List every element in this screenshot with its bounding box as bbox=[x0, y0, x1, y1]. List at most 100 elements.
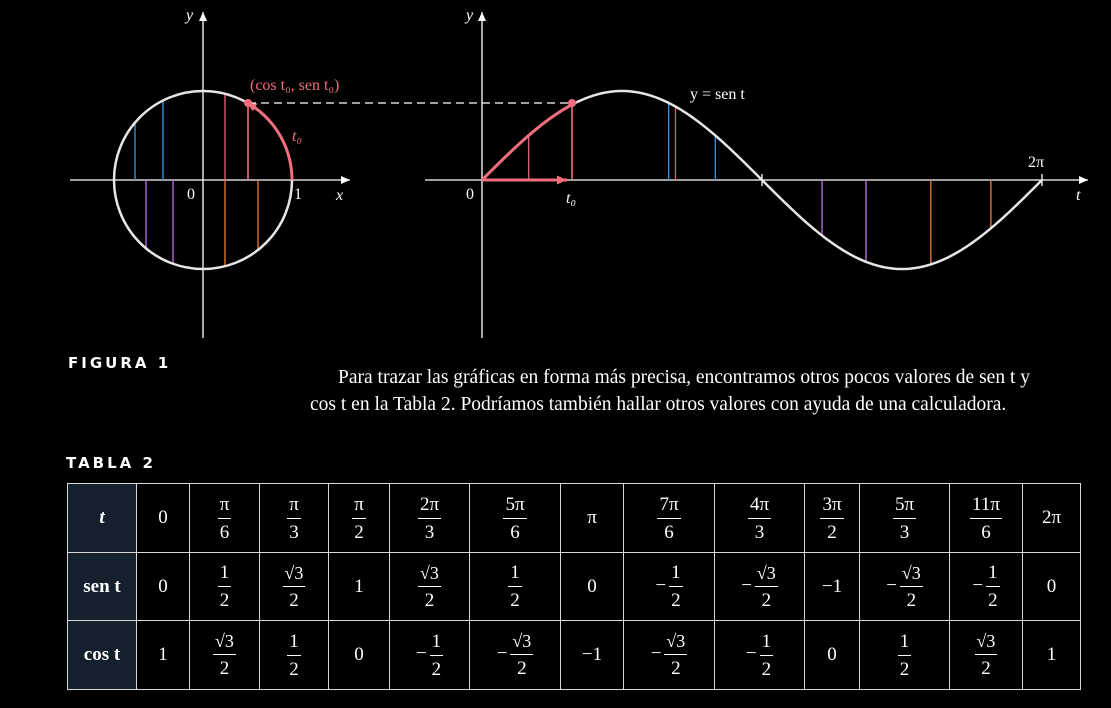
minus-sign: − bbox=[886, 574, 897, 596]
value: 0 bbox=[158, 507, 168, 528]
denominator: 3 bbox=[424, 521, 435, 543]
value: 1 bbox=[1046, 644, 1057, 665]
minus-sign: − bbox=[745, 643, 757, 665]
denominator: 3 bbox=[289, 521, 299, 543]
graph-t-label: t bbox=[1076, 187, 1081, 204]
numerator: √3 bbox=[754, 564, 778, 587]
numerator: 1 bbox=[669, 563, 683, 587]
numerator: 5π bbox=[892, 495, 917, 519]
two-pi-label: 2π bbox=[1028, 154, 1044, 171]
cell-t-10: 5π 3 bbox=[859, 483, 950, 553]
figure-1: y x 0 1 (cos t₀, sen t₀) t₀ y t 0 t₀ 2π … bbox=[70, 7, 1088, 338]
numerator: 1 bbox=[287, 632, 301, 656]
denominator: 2 bbox=[219, 590, 230, 611]
fraction: √3 2 bbox=[213, 632, 236, 678]
numerator: √3 bbox=[899, 564, 923, 587]
numerator: √3 bbox=[282, 564, 306, 587]
fraction: √3 2 bbox=[664, 632, 688, 678]
numerator: 1 bbox=[986, 563, 1000, 587]
denominator: 2 bbox=[827, 521, 837, 543]
numerator: √3 bbox=[418, 564, 441, 587]
sine-highlight-to-t0 bbox=[480, 101, 578, 182]
denominator: 3 bbox=[754, 521, 765, 543]
fraction: 5π 6 bbox=[503, 495, 527, 542]
cell-sen-7: −1 2 bbox=[623, 552, 715, 621]
cell-t-11: 11π 6 bbox=[949, 483, 1023, 553]
denominator: 6 bbox=[219, 521, 230, 543]
numerator: 1 bbox=[897, 632, 912, 656]
denominator: 2 bbox=[289, 589, 299, 611]
numerator: π bbox=[217, 495, 232, 519]
denominator: 2 bbox=[431, 658, 442, 680]
fraction: 11π 6 bbox=[970, 495, 1002, 542]
fraction: √3 2 bbox=[418, 564, 441, 610]
minus-sign: − bbox=[496, 643, 508, 665]
denominator: 2 bbox=[899, 658, 910, 680]
paragraph-line-2: cos t en la Tabla 2. Podríamos también h… bbox=[310, 394, 1007, 415]
denominator: 2 bbox=[219, 658, 230, 679]
fraction: √3 2 bbox=[282, 564, 306, 611]
cell-sen-11: −1 2 bbox=[949, 552, 1023, 621]
value: 1 bbox=[354, 575, 364, 597]
numerator: √3 bbox=[510, 632, 534, 655]
fraction: 5π 3 bbox=[892, 495, 917, 542]
numerator: √3 bbox=[213, 632, 236, 655]
table-row-sen: sen t 0 1 2 √3 2 1 √3 2 1 2 0−1 2− √3 2 −1− √3 2−1 2 0 bbox=[67, 552, 1081, 621]
cell-cos-6: −1 bbox=[560, 620, 624, 690]
fraction: 4π 3 bbox=[747, 495, 772, 543]
curve-label: y = sen t bbox=[690, 86, 745, 103]
circle-x-label: x bbox=[335, 187, 343, 204]
cell-cos-3: 0 bbox=[328, 620, 390, 690]
cell-t-6: π bbox=[560, 483, 624, 553]
denominator: 6 bbox=[981, 521, 991, 543]
fraction: 2π 3 bbox=[417, 495, 442, 543]
value: 2π bbox=[1041, 507, 1062, 528]
value: 1 bbox=[158, 644, 168, 665]
cell-sen-6: 0 bbox=[560, 552, 624, 621]
cell-cos-7: − √3 2 bbox=[623, 620, 715, 690]
denominator: 2 bbox=[761, 589, 772, 611]
cell-cos-4: −1 2 bbox=[389, 620, 470, 690]
cell-sen-2: √3 2 bbox=[259, 552, 329, 621]
cell-t-0: 0 bbox=[136, 483, 190, 553]
cell-cos-0: 1 bbox=[136, 620, 190, 690]
fraction: 3π 2 bbox=[820, 495, 844, 543]
cell-cos-8: −1 2 bbox=[714, 620, 805, 690]
circle-y-label: y bbox=[184, 7, 194, 24]
cell-cos-9: 0 bbox=[804, 620, 860, 690]
minus-sign: − bbox=[650, 643, 662, 665]
numerator: π bbox=[287, 495, 301, 519]
fraction: √3 2 bbox=[974, 632, 998, 679]
circle-one-label: 1 bbox=[294, 186, 302, 203]
trig-values-table: t 0 π 6 π 3 π 2 2π 3 5π 6 π 7π 6 4π 3 3π 2 5π 3 11π 6 2π sen t… bbox=[67, 483, 1081, 690]
denominator: 2 bbox=[761, 658, 772, 680]
cell-t-5: 5π 6 bbox=[469, 483, 561, 553]
cell-t-7: 7π 6 bbox=[623, 483, 715, 553]
cell-sen-0: 0 bbox=[136, 552, 190, 621]
denominator: 6 bbox=[664, 521, 674, 543]
numerator: 1 bbox=[217, 563, 232, 587]
numerator: 1 bbox=[759, 632, 774, 656]
cell-sen-3: 1 bbox=[328, 552, 390, 621]
point-on-graph bbox=[568, 99, 576, 107]
t0-label: t₀ bbox=[566, 190, 576, 207]
fraction: 7π 6 bbox=[657, 495, 681, 543]
cell-t-12: 2π bbox=[1022, 483, 1081, 553]
denominator: 2 bbox=[981, 658, 991, 679]
numerator: 11π bbox=[970, 495, 1002, 519]
arc-label: t₀ bbox=[292, 128, 302, 145]
numerator: √3 bbox=[664, 632, 688, 655]
